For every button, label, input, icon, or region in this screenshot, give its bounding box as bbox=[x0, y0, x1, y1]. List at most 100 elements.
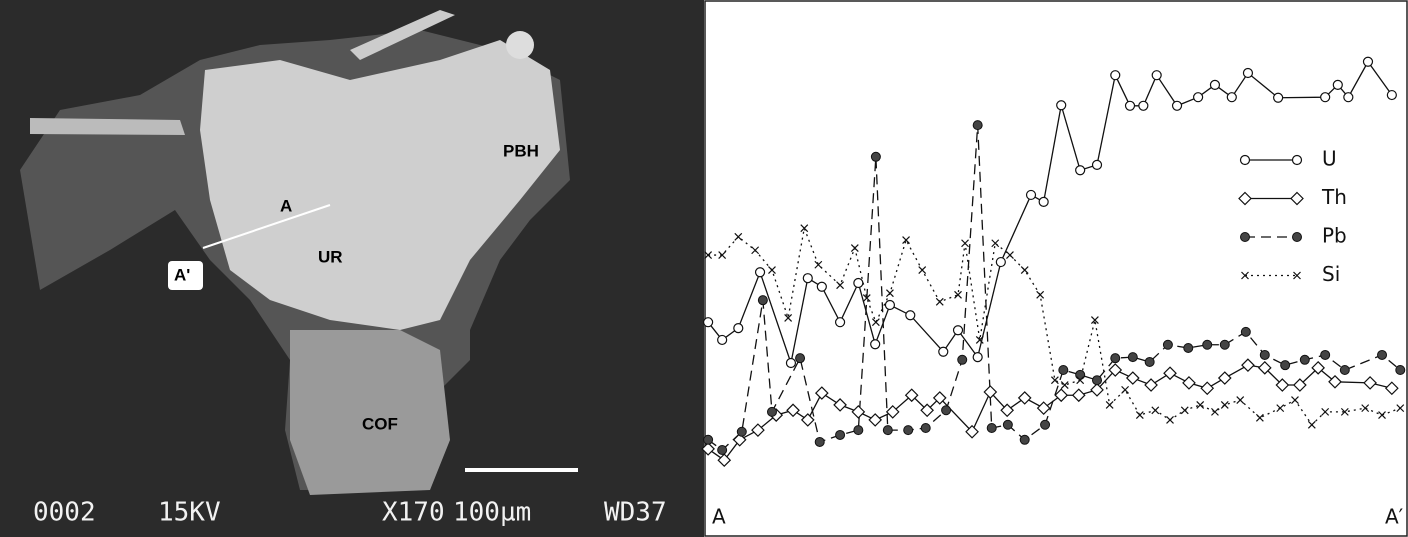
marker bbox=[1076, 370, 1085, 379]
marker bbox=[1321, 350, 1330, 359]
caption: 15KV bbox=[158, 498, 221, 528]
sem-label: UR bbox=[318, 247, 343, 266]
marker bbox=[973, 121, 982, 130]
legend-label: Pb bbox=[1322, 224, 1347, 248]
marker bbox=[704, 435, 713, 444]
plot-frame bbox=[705, 1, 1407, 536]
sem-grain-lower bbox=[290, 330, 450, 495]
x-end-label: A′ bbox=[1385, 505, 1404, 529]
marker bbox=[1020, 435, 1029, 444]
marker bbox=[871, 152, 880, 161]
marker bbox=[942, 406, 951, 415]
legend-marker bbox=[1293, 156, 1302, 165]
figure: A UR PBH A' COF 0002 15KV X170 100µm WD3… bbox=[0, 0, 1408, 537]
marker bbox=[996, 258, 1005, 267]
marker bbox=[1039, 197, 1048, 206]
legend-label: Th bbox=[1321, 185, 1347, 209]
marker bbox=[921, 423, 930, 432]
marker bbox=[1274, 93, 1283, 102]
marker bbox=[1363, 57, 1372, 66]
caption: 100µm bbox=[453, 498, 531, 528]
marker bbox=[718, 335, 727, 344]
marker bbox=[854, 278, 863, 287]
marker bbox=[1203, 340, 1212, 349]
marker bbox=[1027, 190, 1036, 199]
marker bbox=[1333, 80, 1342, 89]
marker bbox=[1396, 365, 1405, 374]
marker bbox=[1194, 93, 1203, 102]
marker bbox=[704, 318, 713, 327]
marker bbox=[1220, 340, 1229, 349]
marker bbox=[1243, 69, 1252, 78]
marker bbox=[737, 427, 746, 436]
marker bbox=[796, 354, 805, 363]
marker bbox=[1210, 80, 1219, 89]
marker bbox=[871, 340, 880, 349]
legend-marker bbox=[1293, 233, 1302, 242]
sem-particle bbox=[506, 31, 534, 59]
marker bbox=[854, 426, 863, 435]
marker bbox=[906, 311, 915, 320]
marker bbox=[1093, 160, 1102, 169]
marker bbox=[1093, 376, 1102, 385]
marker bbox=[1340, 365, 1349, 374]
sem-label: A' bbox=[174, 265, 190, 284]
marker bbox=[1378, 350, 1387, 359]
marker bbox=[1003, 420, 1012, 429]
marker bbox=[883, 426, 892, 435]
marker bbox=[1145, 357, 1154, 366]
caption: 0002 bbox=[33, 498, 96, 528]
marker bbox=[939, 347, 948, 356]
legend-label: Si bbox=[1322, 262, 1340, 286]
marker bbox=[1321, 93, 1330, 102]
marker bbox=[1076, 166, 1085, 175]
marker bbox=[817, 282, 826, 291]
marker bbox=[987, 423, 996, 432]
marker bbox=[954, 326, 963, 335]
sem-label: COF bbox=[362, 414, 398, 433]
marker bbox=[1260, 350, 1269, 359]
marker bbox=[767, 407, 776, 416]
marker bbox=[1059, 365, 1068, 374]
caption: WD37 bbox=[604, 498, 667, 528]
marker bbox=[973, 353, 982, 362]
marker bbox=[958, 355, 967, 364]
sem-label: PBH bbox=[503, 141, 539, 160]
legend-marker bbox=[1241, 156, 1250, 165]
marker bbox=[815, 437, 824, 446]
marker bbox=[1300, 355, 1309, 364]
marker bbox=[1184, 343, 1193, 352]
marker bbox=[1057, 101, 1066, 110]
marker bbox=[836, 430, 845, 439]
marker bbox=[1387, 91, 1396, 100]
marker bbox=[1126, 101, 1135, 110]
marker bbox=[1111, 71, 1120, 80]
marker bbox=[786, 359, 795, 368]
marker bbox=[904, 426, 913, 435]
marker bbox=[1173, 101, 1182, 110]
caption: X170 bbox=[382, 498, 445, 528]
sem-needle bbox=[30, 118, 185, 135]
marker bbox=[1163, 340, 1172, 349]
sem-image: A UR PBH A' COF 0002 15KV X170 100µm WD3… bbox=[0, 0, 704, 537]
x-start-label: A bbox=[712, 505, 726, 529]
marker bbox=[718, 446, 727, 455]
marker bbox=[1152, 71, 1161, 80]
marker bbox=[1128, 353, 1137, 362]
marker bbox=[734, 324, 743, 333]
marker bbox=[758, 296, 767, 305]
marker bbox=[1139, 101, 1148, 110]
marker bbox=[803, 274, 812, 283]
legend-marker bbox=[1241, 233, 1250, 242]
legend-label: U bbox=[1322, 147, 1337, 171]
marker bbox=[1041, 420, 1050, 429]
marker bbox=[1344, 93, 1353, 102]
marker bbox=[756, 268, 765, 277]
marker bbox=[836, 318, 845, 327]
marker bbox=[1241, 327, 1250, 336]
marker bbox=[885, 301, 894, 310]
marker bbox=[1111, 354, 1120, 363]
marker bbox=[1281, 361, 1290, 370]
marker bbox=[1227, 93, 1236, 102]
sem-label: A bbox=[280, 196, 292, 215]
